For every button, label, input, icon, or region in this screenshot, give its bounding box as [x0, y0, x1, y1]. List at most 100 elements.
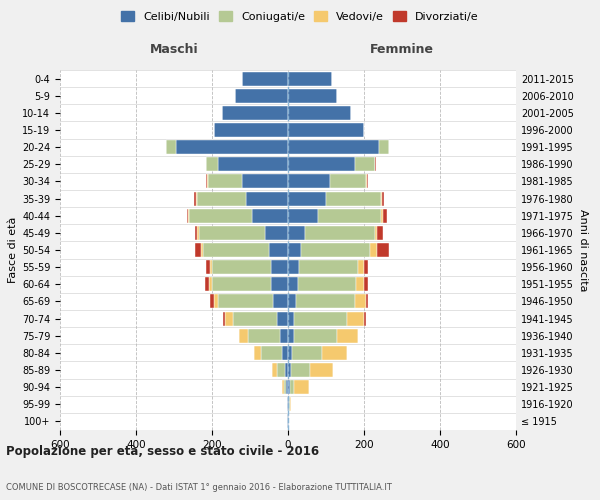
Legend: Celibi/Nubili, Coniugati/e, Vedovi/e, Divorziati/e: Celibi/Nubili, Coniugati/e, Vedovi/e, Di… [118, 8, 482, 25]
Bar [310, 363, 333, 377]
Bar [294, 328, 337, 342]
Bar [288, 398, 289, 411]
Bar [286, 380, 288, 394]
Bar [288, 174, 330, 188]
Bar [377, 226, 383, 240]
Bar [288, 88, 337, 102]
Bar [299, 260, 358, 274]
Bar [287, 414, 288, 428]
Bar [265, 226, 288, 240]
Bar [221, 106, 288, 120]
Bar [271, 260, 288, 274]
Bar [288, 363, 291, 377]
Bar [197, 226, 199, 240]
Bar [305, 226, 376, 240]
Bar [189, 208, 252, 222]
Bar [291, 363, 310, 377]
Bar [188, 208, 189, 222]
Bar [271, 278, 288, 291]
Bar [272, 363, 277, 377]
Bar [298, 278, 356, 291]
Bar [366, 294, 368, 308]
Bar [254, 346, 262, 360]
Bar [166, 140, 176, 154]
Bar [294, 380, 309, 394]
Bar [319, 208, 381, 222]
Bar [288, 312, 294, 326]
Bar [288, 192, 326, 205]
Bar [288, 106, 350, 120]
Bar [277, 363, 285, 377]
Bar [195, 226, 197, 240]
Y-axis label: Anni di nascita: Anni di nascita [578, 209, 588, 291]
Bar [288, 278, 298, 291]
Bar [287, 398, 288, 411]
Bar [381, 208, 383, 222]
Bar [358, 260, 364, 274]
Bar [273, 294, 288, 308]
Bar [199, 226, 265, 240]
Bar [283, 346, 288, 360]
Bar [288, 208, 319, 222]
Bar [337, 328, 358, 342]
Bar [194, 192, 196, 205]
Bar [383, 208, 387, 222]
Bar [294, 312, 347, 326]
Bar [355, 158, 376, 172]
Bar [382, 192, 384, 205]
Bar [277, 312, 288, 326]
Bar [283, 380, 284, 394]
Bar [364, 312, 366, 326]
Bar [292, 346, 322, 360]
Bar [210, 294, 214, 308]
Bar [288, 226, 305, 240]
Bar [285, 363, 288, 377]
Bar [290, 380, 294, 394]
Bar [326, 192, 381, 205]
Bar [366, 174, 367, 188]
Bar [176, 140, 288, 154]
Bar [242, 72, 288, 86]
Text: Popolazione per età, sesso e stato civile - 2016: Popolazione per età, sesso e stato civil… [6, 445, 319, 458]
Bar [288, 414, 289, 428]
Bar [377, 243, 389, 257]
Bar [214, 294, 218, 308]
Bar [208, 174, 242, 188]
Bar [379, 140, 389, 154]
Bar [288, 140, 379, 154]
Bar [187, 208, 188, 222]
Bar [367, 174, 368, 188]
Bar [200, 243, 203, 257]
Bar [233, 312, 277, 326]
Bar [212, 278, 271, 291]
Bar [289, 398, 290, 411]
Bar [269, 243, 288, 257]
Bar [284, 380, 286, 394]
Bar [223, 312, 226, 326]
Bar [205, 278, 209, 291]
Bar [239, 328, 248, 342]
Bar [203, 243, 269, 257]
Bar [206, 260, 210, 274]
Bar [356, 278, 364, 291]
Bar [197, 192, 246, 205]
Bar [206, 158, 218, 172]
Bar [355, 294, 366, 308]
Bar [288, 123, 364, 137]
Bar [376, 226, 377, 240]
Text: Maschi: Maschi [149, 44, 199, 57]
Bar [218, 294, 273, 308]
Bar [301, 243, 370, 257]
Bar [195, 243, 200, 257]
Bar [288, 328, 294, 342]
Bar [288, 243, 301, 257]
Bar [290, 398, 292, 411]
Bar [381, 192, 382, 205]
Bar [296, 294, 355, 308]
Bar [288, 260, 299, 274]
Bar [210, 260, 212, 274]
Bar [242, 174, 288, 188]
Y-axis label: Fasce di età: Fasce di età [8, 217, 18, 283]
Bar [288, 346, 292, 360]
Bar [288, 158, 355, 172]
